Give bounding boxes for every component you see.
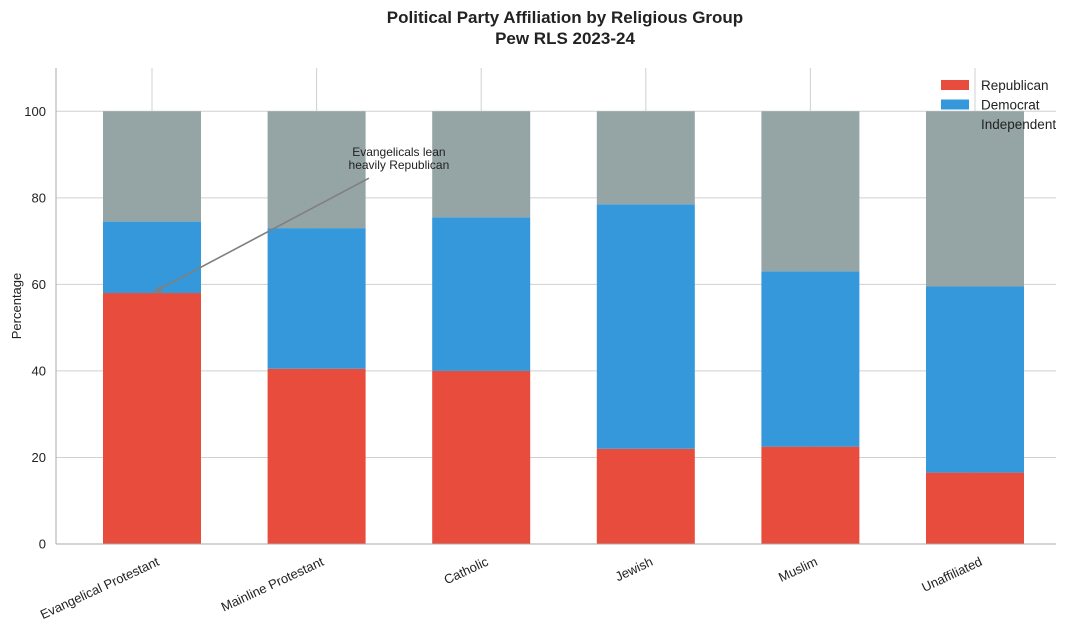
x-tick-label: Jewish <box>613 554 655 584</box>
y-tick-label: 60 <box>32 277 46 292</box>
x-tick-label: Catholic <box>442 554 491 588</box>
legend-swatch-independent <box>941 119 969 129</box>
bar-independent <box>926 111 1024 287</box>
legend-swatch-republican <box>941 80 969 90</box>
bar-democrat <box>761 271 860 447</box>
annotation-text: heavily Republican <box>349 158 450 172</box>
bar-republican <box>103 293 201 544</box>
annotation-text: Evangelicals lean <box>352 145 445 159</box>
y-tick-label: 20 <box>32 450 46 465</box>
legend-label-democrat: Democrat <box>981 98 1040 113</box>
legend: Republican Democrat Independent <box>941 78 1056 132</box>
legend-label-independent: Independent <box>981 117 1056 132</box>
bar-independent <box>432 111 531 218</box>
x-tick-label: Muslim <box>776 554 820 585</box>
legend-label-republican: Republican <box>981 78 1049 93</box>
y-tick-label: 40 <box>32 363 46 378</box>
bar-republican <box>596 448 695 544</box>
bar-republican <box>926 472 1024 544</box>
bar-republican <box>432 370 531 544</box>
bar-republican <box>267 368 366 544</box>
chart-title: Political Party Affiliation by Religious… <box>387 8 743 27</box>
bar-independent <box>103 111 201 222</box>
bar-independent <box>267 111 366 229</box>
y-tick-label: 100 <box>24 104 46 119</box>
y-tick-label: 80 <box>32 190 46 205</box>
x-tick-label: Unaffiliated <box>919 554 984 595</box>
bar-republican <box>761 446 860 544</box>
x-tick-label: Mainline Protestant <box>219 554 327 615</box>
x-tick-label: Evangelical Protestant <box>38 554 162 622</box>
legend-swatch-democrat <box>941 99 969 110</box>
bars <box>103 111 1024 544</box>
bar-democrat <box>926 286 1024 473</box>
bar-democrat <box>596 204 695 449</box>
chart-subtitle: Pew RLS 2023-24 <box>495 29 635 48</box>
bar-democrat <box>103 221 201 294</box>
bar-independent <box>761 111 860 272</box>
y-tick-label: 0 <box>39 537 46 552</box>
annotation-arrow <box>155 177 370 292</box>
y-axis-label: Percentage <box>9 273 24 340</box>
bar-independent <box>596 111 695 205</box>
arrow-head-icon <box>152 285 162 294</box>
gridlines <box>56 68 1056 545</box>
bar-democrat <box>267 228 366 369</box>
bar-democrat <box>432 217 531 371</box>
